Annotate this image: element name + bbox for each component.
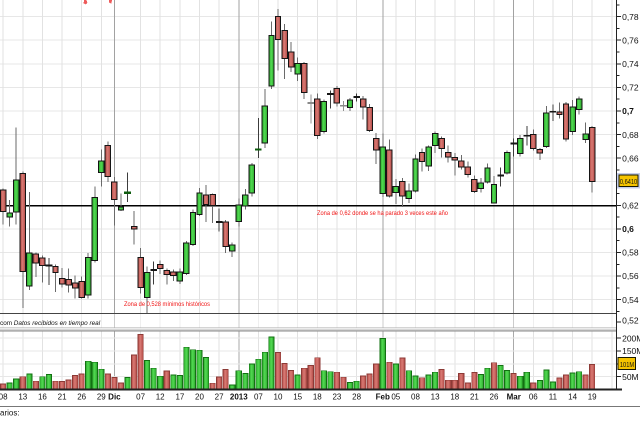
svg-text:Feb: Feb <box>376 393 390 402</box>
svg-text:Mar: Mar <box>507 393 521 402</box>
svg-text:18: 18 <box>313 393 322 402</box>
svg-text:arios:: arios: <box>0 409 20 418</box>
svg-text:14: 14 <box>568 393 577 402</box>
svg-text:21: 21 <box>58 393 67 402</box>
svg-text:2013: 2013 <box>230 393 248 402</box>
svg-text:28: 28 <box>352 393 361 402</box>
svg-text:0,78: 0,78 <box>622 12 639 22</box>
svg-text:0,7: 0,7 <box>622 106 634 116</box>
svg-text:Zona de 0,62 donde se ha parad: Zona de 0,62 donde se ha parado 3 veces … <box>317 210 448 217</box>
svg-text:08: 08 <box>0 393 8 402</box>
svg-text:Dic: Dic <box>108 393 121 402</box>
svg-text:05: 05 <box>391 393 400 402</box>
svg-text:15: 15 <box>293 393 302 402</box>
svg-text:0,72: 0,72 <box>622 83 639 93</box>
svg-text:0,58: 0,58 <box>622 248 639 258</box>
svg-text:29: 29 <box>97 393 106 402</box>
svg-text:06: 06 <box>529 393 538 402</box>
svg-text:0,74: 0,74 <box>622 59 639 69</box>
svg-text:10: 10 <box>274 393 283 402</box>
svg-text:0,68: 0,68 <box>622 130 639 140</box>
svg-text:13: 13 <box>431 393 440 402</box>
svg-text:12: 12 <box>156 393 165 402</box>
svg-text:0,76: 0,76 <box>622 35 639 45</box>
svg-text:07: 07 <box>254 393 263 402</box>
svg-text:26: 26 <box>490 393 499 402</box>
svg-text:08: 08 <box>411 393 420 402</box>
svg-text:21: 21 <box>470 393 479 402</box>
svg-text:20: 20 <box>195 393 204 402</box>
svg-text:0,6410: 0,6410 <box>620 177 637 186</box>
svg-text:Zona de 0,528 mínimos históric: Zona de 0,528 mínimos históricos <box>124 301 211 308</box>
svg-text:13: 13 <box>18 393 27 402</box>
svg-text:23: 23 <box>332 393 341 402</box>
svg-text:0,56: 0,56 <box>622 271 639 281</box>
svg-text:101M: 101M <box>620 360 634 369</box>
svg-text:50M: 50M <box>622 372 639 382</box>
svg-text:0,54: 0,54 <box>622 295 639 305</box>
svg-text:11: 11 <box>549 393 558 402</box>
svg-text:26: 26 <box>77 393 86 402</box>
svg-text:19: 19 <box>588 393 597 402</box>
svg-text:16: 16 <box>38 393 47 402</box>
svg-text:0,62: 0,62 <box>622 201 639 211</box>
svg-text:150M: 150M <box>622 346 640 356</box>
svg-text:17: 17 <box>175 393 184 402</box>
svg-text:0,6: 0,6 <box>622 224 634 234</box>
svg-text:200M: 200M <box>622 333 640 343</box>
svg-text:27: 27 <box>215 393 224 402</box>
svg-text:18: 18 <box>450 393 459 402</box>
svg-text:0,52: 0,52 <box>622 315 639 325</box>
svg-text:Datos recibidos en tiempo real: Datos recibidos en tiempo real <box>14 320 101 327</box>
svg-text:07: 07 <box>136 393 145 402</box>
svg-text:com: com <box>0 320 12 327</box>
svg-text:0,66: 0,66 <box>622 153 639 163</box>
